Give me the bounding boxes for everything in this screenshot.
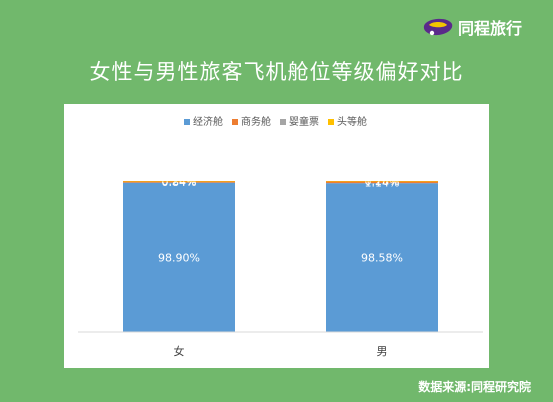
x-tick-label-0: 女 — [174, 344, 185, 358]
data-label-1-0: 98.58% — [361, 252, 403, 265]
legend-swatch-2 — [280, 119, 286, 125]
bar-1-3 — [326, 181, 438, 182]
data-label-0-0: 98.90% — [158, 251, 200, 264]
stacked-bar-chart: 经济舱 商务舱 婴童票 头等舱 98.90% 0.84%0.24% 女 98.58% 1.14%… — [78, 115, 483, 358]
data-label-0-1: 0.84% — [162, 176, 197, 189]
bar-1-1 — [326, 181, 438, 184]
legend-label-3: 头等舱 — [337, 115, 367, 128]
brand-name: 同程旅行 — [458, 19, 523, 38]
page-title: 女性与男性旅客飞机舱位等级偏好对比 — [89, 60, 464, 84]
data-label-0-2: 0.24% — [162, 175, 197, 188]
bar-0-3 — [123, 181, 235, 182]
x-tick-label-1: 男 — [377, 345, 388, 358]
brand-logo: 同程旅行 — [422, 14, 522, 40]
bar-1-0 — [326, 183, 438, 332]
legend-label-1: 商务舱 — [241, 115, 271, 128]
data-label-1-1: 1.14% — [365, 176, 400, 189]
data-label-1-2: 0.26% — [365, 175, 400, 188]
bar-0-1 — [123, 181, 235, 183]
legend-swatch-1 — [232, 119, 238, 125]
legend-swatch-0 — [184, 119, 190, 125]
data-source: 数据来源:同程研究院 — [418, 380, 531, 394]
bar-0-0 — [123, 182, 235, 332]
brand-logo-icon — [423, 18, 453, 36]
chart-panel: 经济舱 商务舱 婴童票 头等舱 98.90% 0.84% 0.24% 女 98.58% 1.14%… — [64, 104, 489, 368]
legend-label-0: 经济舱 — [193, 115, 223, 128]
legend-swatch-3 — [328, 119, 334, 125]
legend-label-2: 婴童票 — [289, 115, 319, 128]
